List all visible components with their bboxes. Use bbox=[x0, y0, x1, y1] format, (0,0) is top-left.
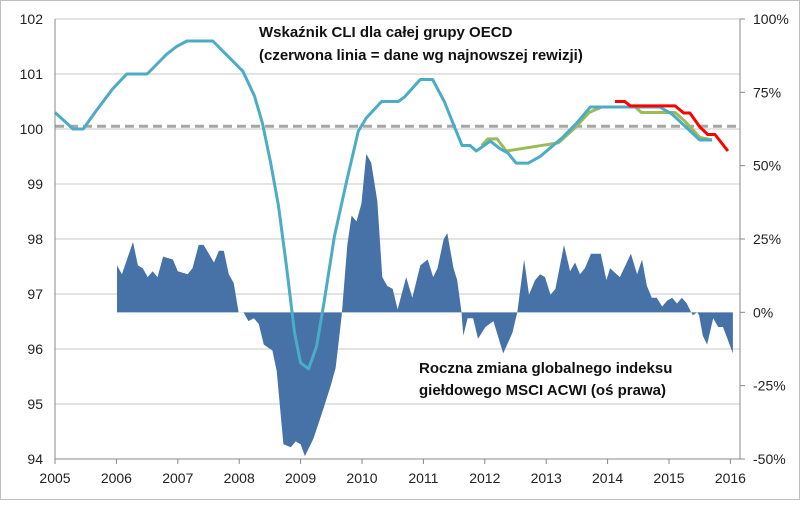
x-tick-label: 2009 bbox=[285, 470, 316, 486]
x-tick-label: 2011 bbox=[408, 470, 438, 486]
x-tick-label: 2007 bbox=[162, 470, 193, 486]
cli-lines-layer bbox=[53, 39, 730, 371]
x-tick-label: 2014 bbox=[592, 470, 623, 486]
x-tick-label: 2013 bbox=[531, 470, 562, 486]
y-left-tick-label: 102 bbox=[20, 11, 44, 27]
y-left-tick-label: 97 bbox=[27, 286, 43, 302]
y-left-tick-label: 96 bbox=[27, 341, 43, 357]
area-annotation-line1: Roczna zmiana globalnego indeksu bbox=[419, 360, 672, 377]
x-tick-label: 2010 bbox=[346, 470, 377, 486]
y-left-tick-label: 94 bbox=[27, 451, 43, 467]
y-right-tick-label: 0% bbox=[753, 304, 773, 320]
y-right-tick-label: -50% bbox=[753, 451, 786, 467]
y-left-tick-label: 101 bbox=[20, 66, 44, 82]
y-left-tick-label: 100 bbox=[20, 121, 44, 137]
y-left-tick-label: 98 bbox=[27, 231, 43, 247]
cli-latest-revision-line bbox=[615, 100, 730, 152]
x-tick-label: 2006 bbox=[101, 470, 132, 486]
msci-area-layer bbox=[117, 153, 733, 457]
cli-earlier-revision-line bbox=[480, 105, 713, 153]
msci-acwi-area bbox=[117, 153, 733, 457]
cli-line bbox=[53, 39, 712, 371]
chart-subtitle: (czerwona linia = dane wg najnowszej rew… bbox=[259, 47, 583, 64]
y-left-tick-label: 95 bbox=[27, 396, 43, 412]
y-right-tick-label: 75% bbox=[753, 84, 781, 100]
y-right-tick-label: 50% bbox=[753, 158, 781, 174]
chart-title: Wskaźnik CLI dla całej grupy OECD bbox=[259, 24, 513, 41]
x-tick-label: 2015 bbox=[653, 470, 684, 486]
x-tick-label: 2012 bbox=[469, 470, 500, 486]
x-tick-label: 2008 bbox=[224, 470, 255, 486]
y-right-tick-label: -25% bbox=[753, 378, 786, 394]
x-tick-label: 2005 bbox=[39, 470, 70, 486]
axes: 102 101 100 99 98 97 96 95 94 100% 75% 50% 25% 0% -25%… bbox=[20, 11, 789, 486]
area-annotation-line2: giełdowego MSCI ACWI (oś prawa) bbox=[419, 382, 666, 399]
y-left-tick-label: 99 bbox=[27, 176, 43, 192]
x-tick-label: 2016 bbox=[715, 470, 746, 486]
y-right-tick-label: 25% bbox=[753, 231, 781, 247]
y-right-tick-label: 100% bbox=[753, 11, 789, 27]
